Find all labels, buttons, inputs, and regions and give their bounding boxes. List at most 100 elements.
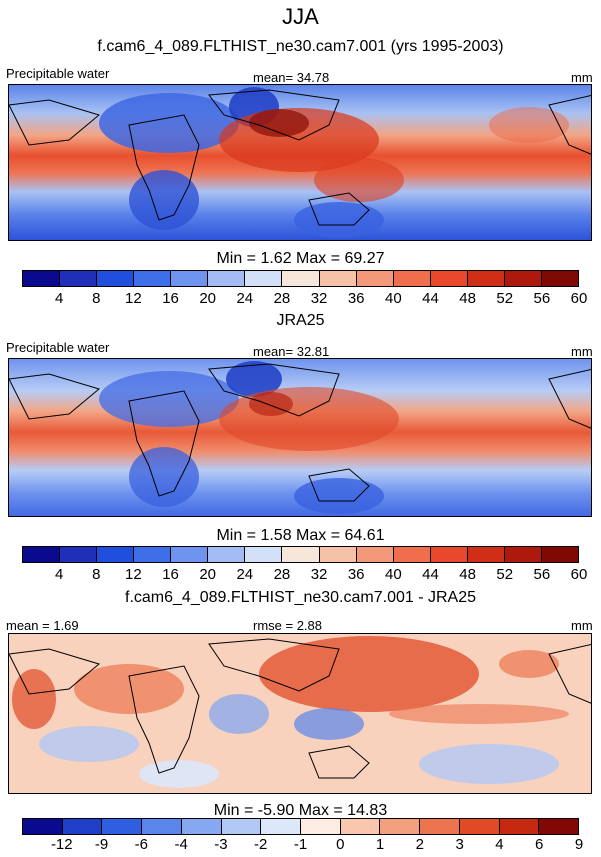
panel2-colorbar [22,546,579,563]
colorbar-swatch [340,819,381,834]
colorbar-swatch [171,547,209,562]
colorbar-tick-label: 20 [199,290,216,307]
panel1-variable-label: Precipitable water [6,66,110,81]
colorbar-tick-label: 2 [415,836,425,853]
colorbar-swatch [97,271,135,286]
colorbar-tick-label: 60 [570,290,588,307]
colorbar-tick-label: 1 [375,836,385,853]
colorbar-tick-label: -9 [94,836,109,853]
colorbar-tick-label: 8 [92,290,101,307]
colorbar-swatch [261,819,302,834]
panel1-map-field [9,85,591,240]
colorbar-swatch [393,271,431,286]
colorbar-tick-label: 0 [336,836,345,853]
panel3-map [8,633,592,794]
colorbar-tick-label: 4 [495,836,504,853]
colorbar-tick-label: 40 [384,290,402,307]
colorbar-tick-label: 48 [459,566,476,583]
colorbar-swatch [97,547,135,562]
colorbar-swatch [467,271,505,286]
colorbar-tick-label: 36 [347,566,365,583]
colorbar-tick-label: 56 [533,566,551,583]
colorbar-swatch [499,819,540,834]
colorbar-tick-label: 12 [125,290,142,307]
colorbar-tick-label: 52 [496,290,514,307]
colorbar-tick-label: 36 [347,290,365,307]
panel3-map-field [9,634,591,793]
colorbar-swatch [181,819,222,834]
colorbar-swatch [356,271,394,286]
colorbar-swatch [282,547,320,562]
colorbar-tick-label: -1 [293,836,308,853]
colorbar-swatch [541,271,578,286]
colorbar-tick-label: 24 [236,290,254,307]
colorbar-swatch [504,547,542,562]
colorbar-swatch [134,547,172,562]
panel3-mean-label: mean = 1.69 [6,618,79,633]
colorbar-tick-label: 32 [310,566,328,583]
colorbar-swatch [60,547,98,562]
colorbar-swatch [208,271,246,286]
colorbar-tick-label: -6 [134,836,149,853]
colorbar-swatch [301,819,341,834]
colorbar-swatch [393,547,431,562]
model-title: f.cam6_4_089.FLTHIST_ne30.cam7.001 (yrs … [97,38,504,55]
colorbar-tick-label: 9 [574,836,584,853]
colorbar-swatch [142,819,182,834]
season-title: JJA [282,4,319,29]
panel1-colorbar [22,270,579,287]
panel2-map [8,358,592,517]
colorbar-swatch [467,547,505,562]
colorbar-tick-label: 4 [54,290,64,307]
colorbar-tick-label: 16 [162,566,179,583]
obs-title: JRA25 [276,312,325,329]
colorbar-tick-label: 16 [162,290,179,307]
colorbar-swatch [319,547,357,562]
panel2-units-label: mm [571,344,593,359]
colorbar-swatch [23,547,61,562]
colorbar-swatch [380,819,421,834]
colorbar-swatch [23,819,63,834]
colorbar-tick-label: 24 [236,566,254,583]
colorbar-tick-label: -4 [174,836,188,853]
colorbar-swatch [459,819,500,834]
colorbar-swatch [430,271,468,286]
colorbar-tick-label: 28 [273,566,291,583]
colorbar-tick-label: -12 [50,836,73,853]
panel2-mean-label: mean= 32.81 [253,344,330,359]
panel2-minmax: Min = 1.58 Max = 64.61 [216,527,385,544]
colorbar-tick-label: 32 [310,290,328,307]
colorbar-swatch [356,547,394,562]
colorbar-swatch [60,271,98,286]
colorbar-tick-label: 3 [455,836,464,853]
panel3-rmse-label: rmse = 2.88 [253,618,323,633]
colorbar-tick-label: 44 [422,290,439,307]
colorbar-swatch [430,547,468,562]
colorbar-tick-label: 20 [199,566,216,583]
colorbar-tick-label: 60 [570,566,588,583]
colorbar-tick-label: 6 [535,836,544,853]
colorbar-tick-label: 8 [92,566,101,583]
panel3-units-label: mm [571,618,593,633]
colorbar-tick-label: -3 [214,836,228,853]
colorbar-swatch [245,547,283,562]
panel1-minmax: Min = 1.62 Max = 69.27 [216,250,385,267]
colorbar-tick-label: 44 [422,566,439,583]
panel3-colorbar [22,818,579,835]
colorbar-swatch [539,819,579,834]
colorbar-swatch [134,271,172,286]
colorbar-tick-label: 52 [496,566,514,583]
colorbar-swatch [245,271,283,286]
panel2-map-field [9,359,591,516]
panel2-variable-label: Precipitable water [6,340,110,355]
colorbar-swatch [102,819,143,834]
colorbar-swatch [62,819,103,834]
panel2-colorbar-ticks: 4 8 12 16 20 24 28 32 36 40 44 48 52 56 60 [22,566,587,584]
panel3-colorbar-ticks: -12-9-6-4-3-2-1012346912 [22,836,583,854]
colorbar-swatch [171,271,209,286]
colorbar-tick-label: -2 [254,836,268,853]
colorbar-swatch [541,547,578,562]
diff-title: f.cam6_4_089.FLTHIST_ne30.cam7.001 - JRA… [125,589,476,606]
panel3-minmax: Min = -5.90 Max = 14.83 [213,802,388,819]
panel1-mean-label: mean= 34.78 [253,70,330,85]
